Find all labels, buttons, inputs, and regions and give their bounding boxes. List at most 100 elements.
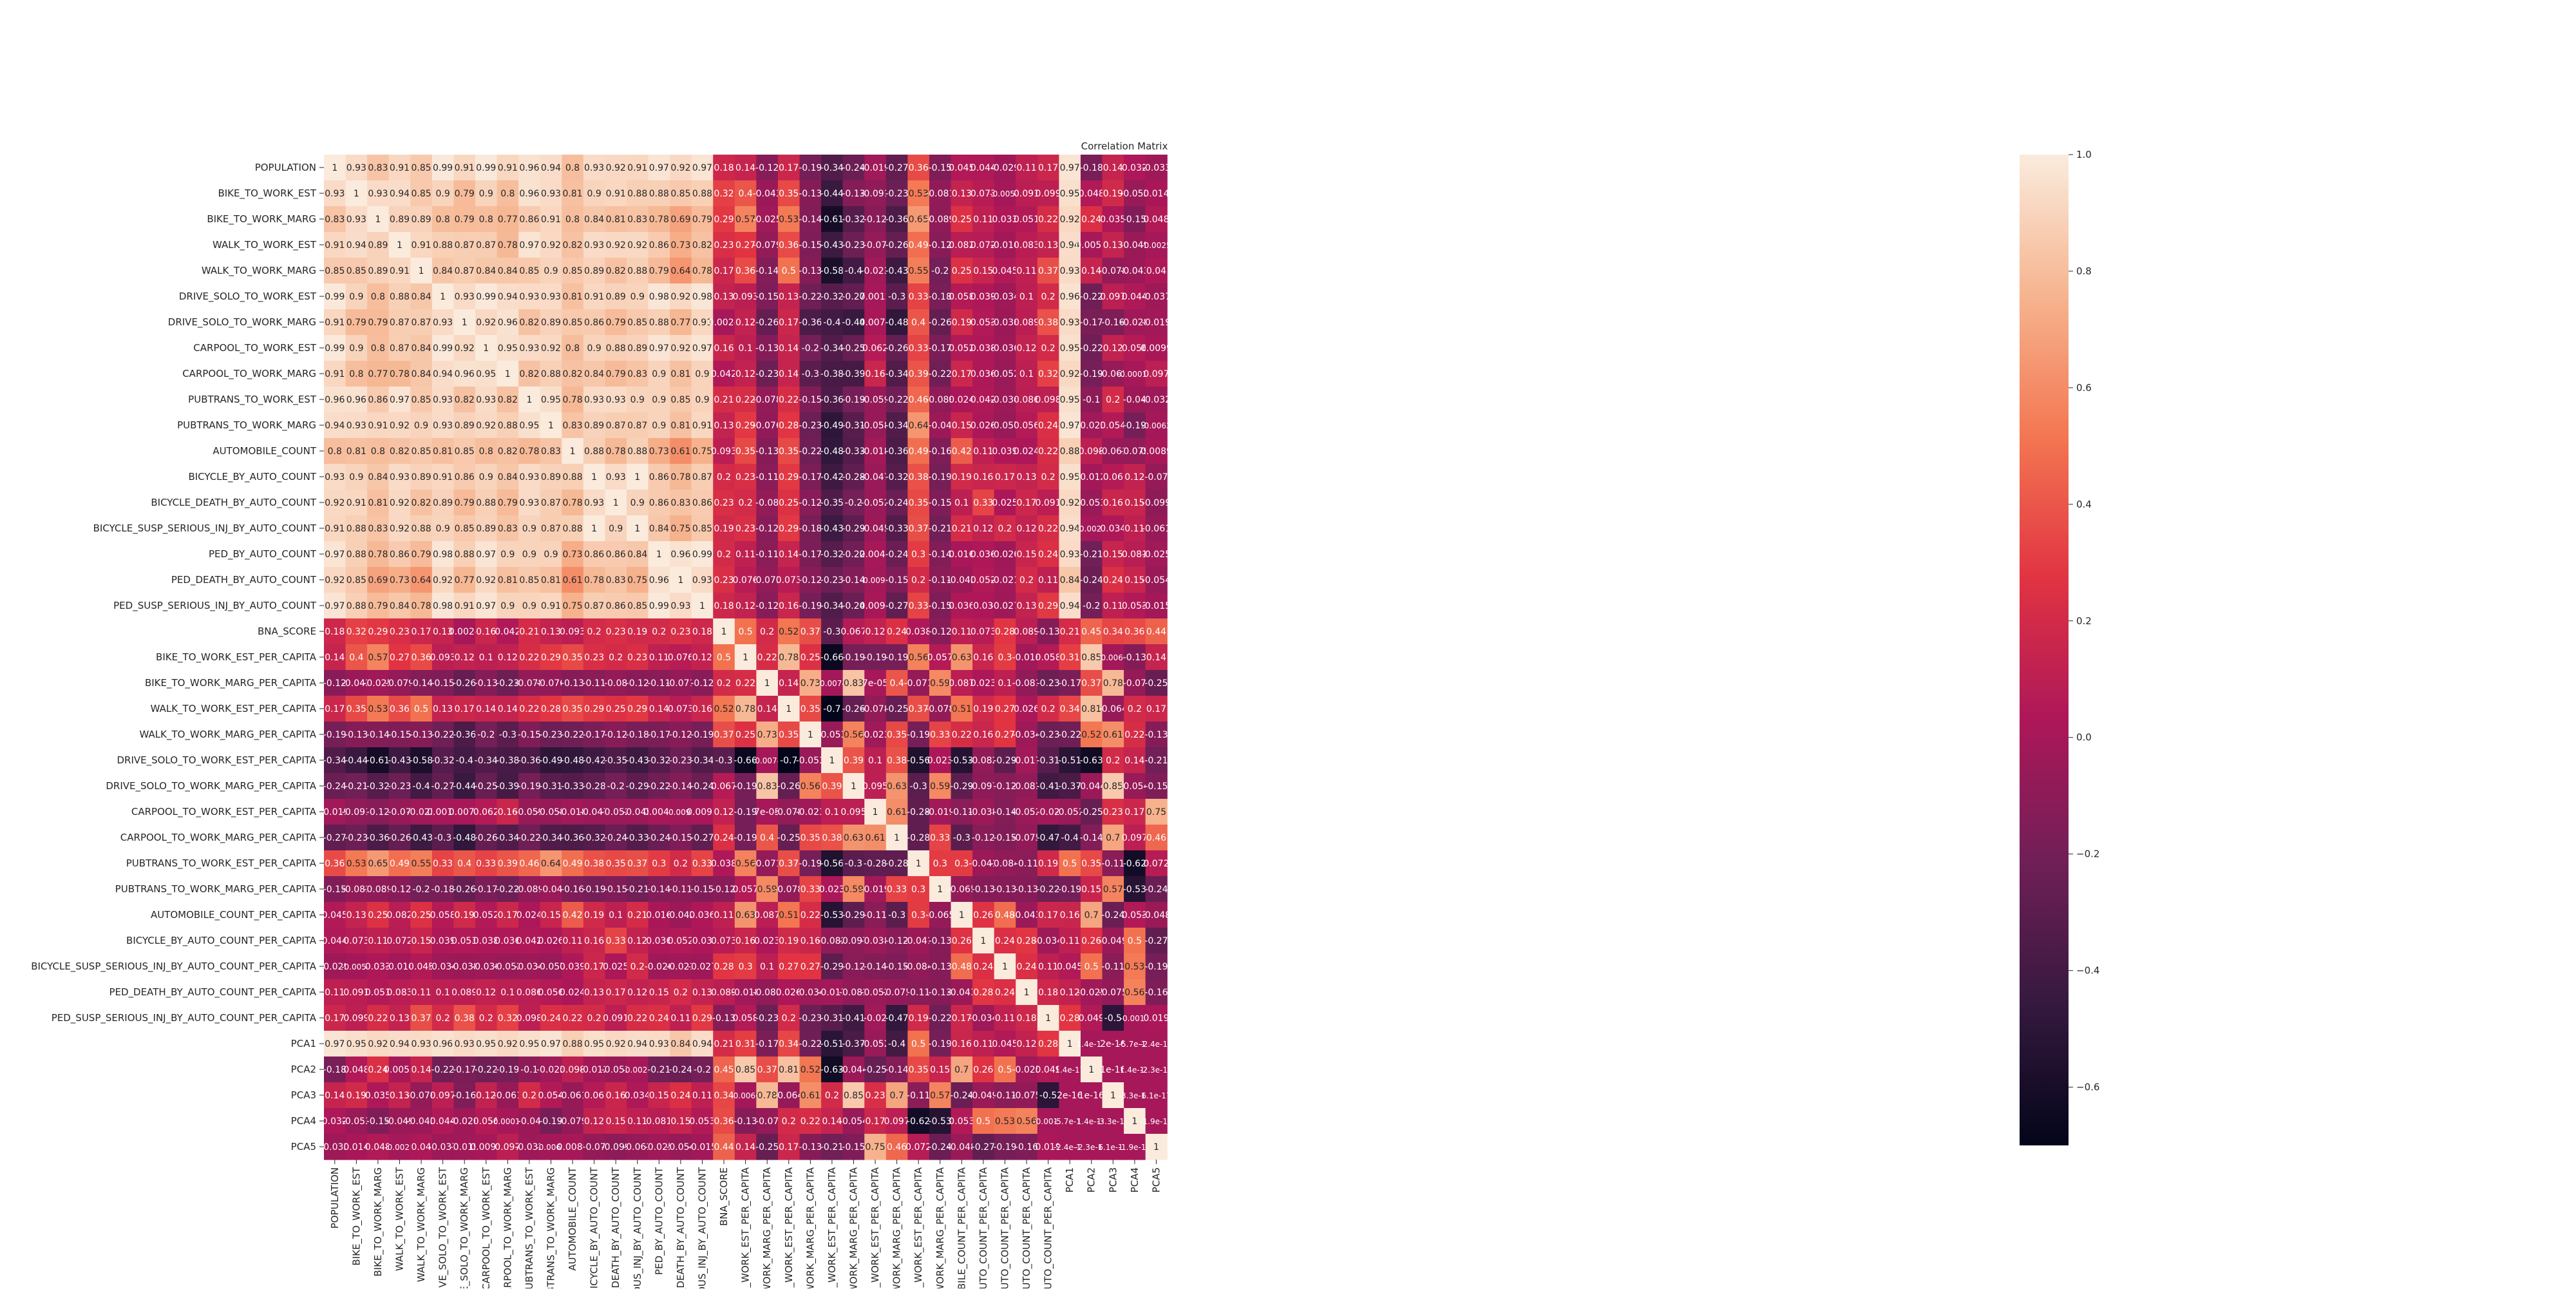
- heatmap-cell: [626, 490, 649, 516]
- heatmap-cell: [562, 258, 584, 284]
- heatmap-cell: [605, 361, 627, 387]
- cell-value-label: 0.13: [692, 988, 712, 998]
- heatmap-cell: [670, 850, 692, 877]
- cell-value-label: 0.94: [1060, 524, 1080, 534]
- cell-value-label: 0.93: [346, 421, 366, 431]
- cell-value-label: -0.13: [755, 343, 779, 354]
- heatmap-cell: [518, 850, 541, 877]
- cell-value-label: -0.097: [969, 781, 998, 792]
- heatmap-cell: [842, 438, 865, 464]
- cell-value-label: 0.067: [711, 781, 737, 792]
- x-tick-label: E_SOLO_TO_WORK_MARG: [459, 1167, 471, 1288]
- heatmap-cell: [1102, 670, 1124, 696]
- heatmap-cell: [1102, 722, 1124, 748]
- heatmap-cell: [756, 593, 779, 619]
- heatmap-cell: [518, 155, 541, 181]
- cell-value-label: 0.89: [476, 524, 496, 534]
- cell-value-label: -0.11: [755, 472, 779, 483]
- cell-value-label: -0.13: [755, 446, 779, 457]
- cell-value-label: 0.81: [779, 1065, 799, 1075]
- cell-value-label: -0.43: [820, 240, 844, 251]
- y-tick-label: BIKE_TO_WORK_MARG_PER_CAPITA: [145, 677, 317, 689]
- heatmap-cell: [648, 309, 670, 336]
- cell-value-label: 0.28: [541, 704, 561, 714]
- heatmap-cell: [497, 876, 519, 903]
- cell-value-label: 0.16: [779, 601, 799, 611]
- heatmap-cell: [670, 618, 692, 645]
- heatmap-cell: [518, 206, 541, 233]
- heatmap-cell: [648, 747, 670, 774]
- cell-value-label: -0.27: [885, 163, 908, 173]
- heatmap-cell: [431, 232, 455, 258]
- heatmap-cell: [388, 979, 411, 1006]
- cell-value-label: -0.15: [431, 678, 455, 689]
- y-tick-label: PUBTRANS_TO_WORK_EST: [188, 394, 317, 406]
- cell-value-label: 0.94: [627, 1039, 647, 1049]
- cell-value-label: -0.089: [363, 885, 392, 895]
- heatmap-cell: [605, 464, 627, 490]
- cell-value-label: 0.054: [1100, 421, 1126, 431]
- cell-value-label: 0.039: [992, 446, 1018, 457]
- heatmap-cell: [324, 722, 346, 748]
- heatmap-cell: [1102, 567, 1124, 593]
- cell-value-label: 0.22: [1038, 524, 1058, 534]
- cell-value-label: 0.38: [1038, 318, 1058, 328]
- heatmap-cell: [799, 464, 822, 490]
- heatmap-cell: [540, 670, 562, 696]
- heatmap-cell: [562, 567, 584, 593]
- cell-value-label: 0.13: [714, 292, 734, 302]
- heatmap-cell: [1124, 825, 1146, 851]
- heatmap-cell: [648, 283, 670, 310]
- cell-value-label: 0.78: [606, 446, 626, 457]
- cell-value-label: 0.2: [717, 678, 731, 689]
- cell-value-label: -0.4: [823, 318, 840, 328]
- cell-value-label: -0.19: [929, 1039, 952, 1049]
- cell-value-label: 0.79: [606, 369, 626, 379]
- heatmap-cell: [907, 464, 930, 490]
- heatmap-cell: [842, 412, 865, 439]
- cell-value-label: -0.078: [860, 704, 889, 714]
- cell-value-label: -0.31: [820, 1013, 844, 1024]
- cell-value-label: 0.17: [1124, 807, 1144, 818]
- cell-value-label: -0.47: [885, 1013, 908, 1024]
- cell-value-label: 0.2: [825, 1091, 839, 1101]
- cell-value-label: -0.13: [993, 885, 1016, 895]
- cell-value-label: -0.14: [864, 962, 887, 972]
- cell-value-label: 0.12: [1016, 524, 1036, 534]
- cell-value-label: -0.12: [690, 678, 714, 689]
- cell-value-label: 0.93: [692, 575, 712, 586]
- cell-value-label: 1: [1110, 1091, 1116, 1101]
- cell-value-label: 0.0012: [860, 292, 891, 302]
- heatmap-cell: [605, 438, 627, 464]
- cell-value-label: -0.34: [885, 369, 908, 379]
- cell-value-label: 0.24: [887, 627, 907, 637]
- heatmap-cell: [907, 335, 930, 361]
- heatmap-cell: [842, 696, 865, 722]
- cell-value-label: -0.038: [969, 807, 998, 818]
- heatmap-cell: [821, 335, 844, 361]
- heatmap-cell: [648, 722, 670, 748]
- cell-value-label: 0.29: [541, 653, 561, 663]
- heatmap-cell: [475, 387, 498, 413]
- cell-value-label: 0.036: [495, 936, 520, 946]
- heatmap-cell: [670, 438, 692, 464]
- cell-value-label: 0.23: [735, 472, 755, 483]
- cell-value-label: 0.78: [368, 550, 388, 560]
- cell-value-label: -0.25: [864, 1065, 887, 1075]
- cell-value-label: 0.24: [1016, 962, 1036, 972]
- cell-value-label: 0.13: [433, 704, 453, 714]
- heatmap-cell: [388, 722, 411, 748]
- cell-value-label: 0.13: [714, 421, 734, 431]
- cell-value-label: 1: [1067, 1039, 1073, 1049]
- cell-value-label: -0.0074: [817, 679, 847, 688]
- heatmap-cell: [799, 747, 822, 774]
- cell-value-label: 1: [1045, 1013, 1051, 1024]
- heatmap-cell: [367, 283, 390, 310]
- heatmap-cell: [562, 464, 584, 490]
- cell-value-label: -0.23: [755, 1013, 779, 1024]
- heatmap-cell: [410, 825, 433, 851]
- cell-value-label: 0.93: [541, 189, 561, 199]
- cell-value-label: 0.92: [606, 163, 626, 173]
- cell-value-label: -0.017: [817, 988, 846, 998]
- heatmap-cell: [1059, 567, 1081, 593]
